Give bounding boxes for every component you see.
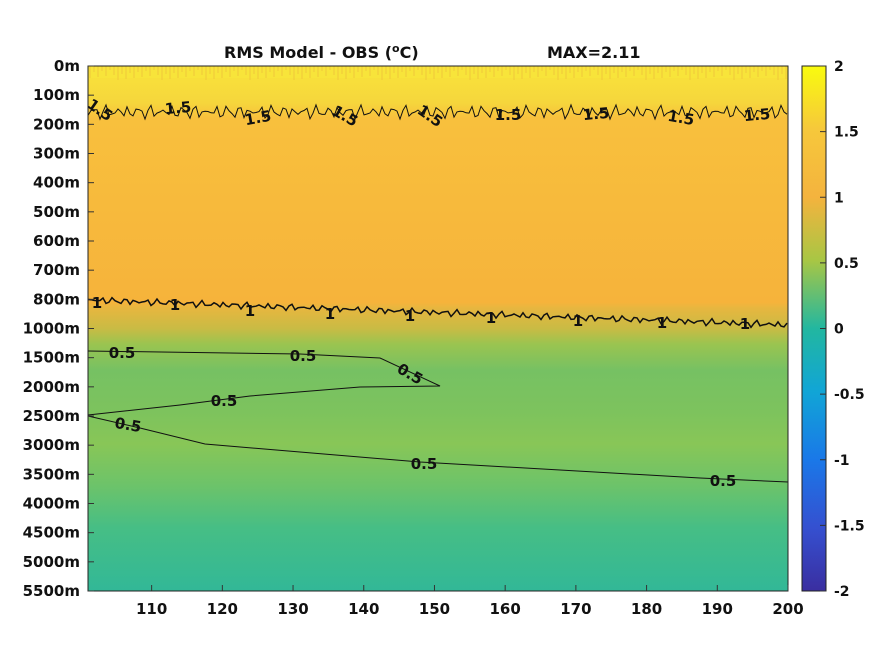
contour-label-group: 1 xyxy=(170,296,180,314)
colorbar-tick-label: -0.5 xyxy=(834,387,865,403)
colorbar-tick-label: -1 xyxy=(834,453,850,469)
contour-label: 1.5 xyxy=(495,106,522,124)
contour-label: 1.5 xyxy=(164,98,192,118)
contour-label: 1.5 xyxy=(243,107,272,129)
y-tick-label: 2000m xyxy=(23,378,80,396)
contour-label: 0.5 xyxy=(109,344,136,362)
contour-label-group: 1 xyxy=(405,307,415,325)
contour-lines xyxy=(87,103,789,483)
contour-label-group: 1.5 xyxy=(743,105,771,125)
y-tick-label: 400m xyxy=(33,174,80,192)
y-tick-label: 500m xyxy=(33,203,80,221)
colorbar-tick-label: 0 xyxy=(834,322,844,338)
field-background xyxy=(88,66,788,591)
colorbar-tick-label: 1 xyxy=(834,190,844,206)
colorbar-tick-label: -2 xyxy=(834,584,850,600)
contour-label: 0.5 xyxy=(710,472,737,490)
contour-label: 0.5 xyxy=(411,455,438,473)
contour-label: 1 xyxy=(740,315,750,333)
contour-label-group: 0.5 xyxy=(109,344,136,362)
y-tick-label: 100m xyxy=(33,86,80,104)
y-tick-label: 5500m xyxy=(23,582,80,600)
contour-label: 1 xyxy=(486,309,496,327)
surface-noise xyxy=(89,66,787,80)
x-tick-label: 110 xyxy=(136,600,167,618)
y-tick-label: 5000m xyxy=(23,553,80,571)
y-axis: 0m 100m 200m 300m 400m 500m 600m 700m 800m 1000m 1… xyxy=(23,57,94,600)
y-tick-label: 3000m xyxy=(23,436,80,454)
y-tick-label: 800m xyxy=(33,290,80,308)
plot-area: 1.5 1.5 1.5 1.5 1.5 1.5 1.5 1.5 1.51 1 1 1 1 1 1 1 10.5 0… xyxy=(84,65,789,592)
contour-label-group: 1 xyxy=(325,305,335,323)
y-tick-label: 4500m xyxy=(23,524,80,542)
colorbar-tick-label: 1.5 xyxy=(834,125,859,141)
contour-label: 1 xyxy=(92,294,102,312)
contour-label: 1 xyxy=(573,312,583,330)
y-tick-label: 3500m xyxy=(23,465,80,483)
x-tick-label: 140 xyxy=(348,600,379,618)
y-tick-label: 4000m xyxy=(23,495,80,513)
contour-label-group: 1 xyxy=(245,302,255,320)
colorbar-tick-label: 0.5 xyxy=(834,256,859,272)
y-tick-label: 2500m xyxy=(23,407,80,425)
y-tick-label: 200m xyxy=(33,115,80,133)
contour-label-group: 1 xyxy=(740,315,750,333)
contour-label: 1.5 xyxy=(743,105,771,125)
y-tick-label: 1500m xyxy=(23,349,80,367)
contour-label: 0.5 xyxy=(211,392,238,410)
x-tick-label: 170 xyxy=(560,600,591,618)
contour-label: 1.5 xyxy=(582,104,610,124)
contour-label-group: 0.5 xyxy=(710,472,737,490)
contour-line-1.5 xyxy=(87,103,788,121)
x-tick-label: 150 xyxy=(419,600,450,618)
colorbar: 2 1.5 1 0.5 0 -0.5 -1 -1.5 -2 xyxy=(801,59,865,600)
y-tick-label: 1000m xyxy=(23,320,80,338)
contour-label: 1.5 xyxy=(666,107,695,129)
contour-label-group: 1 xyxy=(92,294,102,312)
x-axis: 110 120 130 140 150 160 170 180 190 200 xyxy=(136,585,804,618)
x-tick-label: 130 xyxy=(277,600,308,618)
x-tick-label: 190 xyxy=(702,600,733,618)
contour-label-group: 1 xyxy=(657,314,667,332)
contour-label-group: 1.5 xyxy=(164,98,192,118)
y-tick-label: 300m xyxy=(33,145,80,163)
contour-label-group: 1.5 xyxy=(666,107,695,129)
contour-line-1 xyxy=(87,296,788,329)
contour-label-group: 1.5 xyxy=(243,107,272,129)
contour-line-0.5-lower xyxy=(87,415,789,483)
contour-label: 1 xyxy=(657,314,667,332)
colorbar-tick-label: 2 xyxy=(834,59,844,75)
colorbar-ticks: 2 1.5 1 0.5 0 -0.5 -1 -1.5 -2 xyxy=(820,59,865,600)
x-tick-label: 120 xyxy=(207,600,238,618)
y-tick-label: 700m xyxy=(33,261,80,279)
contour-label-group: 0.5 xyxy=(113,414,142,436)
contour-label-group: 1.5 xyxy=(582,104,610,124)
contour-label-group: 1 xyxy=(573,312,583,330)
contour-label: 1 xyxy=(170,296,180,314)
contour-label: 1 xyxy=(245,302,255,320)
y-tick-label: 0m xyxy=(54,57,80,75)
max-label: MAX=2.11 xyxy=(547,43,641,62)
chart-title: RMS Model - OBS (oC) xyxy=(224,42,419,62)
colorbar-tick-label: -1.5 xyxy=(834,518,865,534)
contour-label: 0.5 xyxy=(290,347,317,365)
contour-line-0.5-upper xyxy=(87,350,441,416)
contour-label-group: 0.5 xyxy=(290,347,317,365)
x-tick-label: 160 xyxy=(490,600,521,618)
contour-label-group: 1 xyxy=(486,309,496,327)
contour-label-group: 1.5 xyxy=(495,106,522,124)
contour-label: 1 xyxy=(405,307,415,325)
contour-label: 0.5 xyxy=(113,414,142,436)
contour-label-group: 0.5 xyxy=(411,455,438,473)
x-tick-label: 200 xyxy=(772,600,803,618)
contour-label: 1 xyxy=(325,305,335,323)
y-tick-label: 600m xyxy=(33,232,80,250)
contour-label-group: 0.5 xyxy=(211,392,238,410)
x-tick-label: 180 xyxy=(631,600,662,618)
